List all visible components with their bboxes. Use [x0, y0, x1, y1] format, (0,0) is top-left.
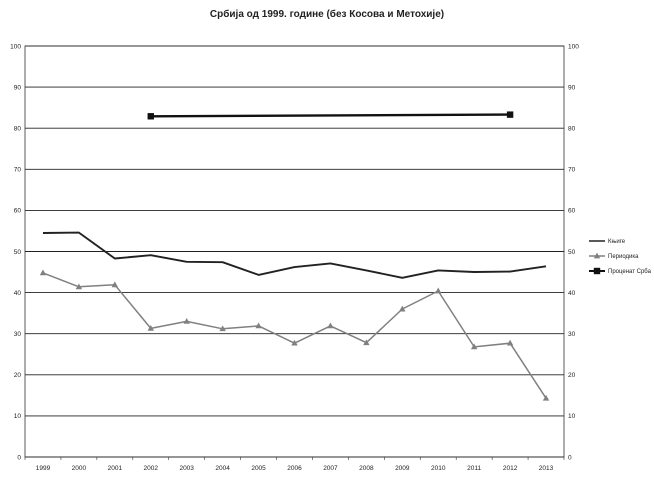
y-tick-label-left: 80 — [14, 126, 22, 133]
axes: 0 0 10 10 20 20 30 30 40 40 50 50 60 60 70 70 80 80 90 90 10… — [10, 43, 579, 472]
data-point-series-2 — [435, 287, 442, 294]
x-tick-label: 2012 — [503, 465, 518, 472]
y-tick-label-left: 10 — [14, 413, 22, 420]
y-tick-label-left: 0 — [17, 454, 21, 461]
series-line-1 — [42, 231, 547, 279]
plot-frame — [24, 45, 565, 458]
data-point-series-2 — [219, 325, 226, 332]
y-tick-label-right: 60 — [568, 208, 576, 215]
series-line-3 — [150, 113, 511, 118]
x-tick-label: 2007 — [323, 465, 338, 472]
y-tick-label-right: 50 — [568, 249, 576, 256]
y-tick-label-right: 20 — [568, 372, 576, 379]
data-point-series-2 — [147, 324, 154, 331]
x-tick-label: 2005 — [251, 465, 266, 472]
y-tick-label-left: 50 — [14, 249, 22, 256]
series-layer — [39, 111, 550, 401]
y-tick-label-right: 80 — [568, 126, 576, 133]
legend-label-1: Књиге — [608, 239, 626, 245]
legend: Књиге Периодика Проценат Срба — [589, 239, 652, 275]
x-tick-label: 2003 — [179, 465, 194, 472]
legend-label-3: Проценат Срба — [608, 269, 652, 275]
data-point-series-2 — [39, 269, 47, 276]
data-point-series-2 — [75, 283, 83, 290]
y-tick-label-right: 0 — [568, 454, 572, 461]
data-point-series-2 — [255, 322, 262, 329]
y-tick-label-right: 100 — [568, 43, 579, 50]
x-tick-label: 2011 — [467, 465, 481, 472]
series-line-2 — [42, 272, 547, 399]
y-tick-label-right: 90 — [568, 84, 576, 91]
data-point-series-2 — [542, 394, 550, 401]
y-tick-label-right: 40 — [568, 290, 576, 297]
data-point-series-3 — [147, 113, 154, 120]
data-point-series-2 — [470, 343, 478, 350]
y-tick-label-right: 70 — [568, 167, 576, 174]
x-tick-label: 2006 — [287, 465, 302, 472]
x-tick-label: 2009 — [395, 465, 410, 472]
y-tick-label-right: 30 — [568, 331, 576, 338]
data-point-series-2 — [291, 339, 298, 346]
y-tick-label-right: 10 — [568, 413, 576, 420]
data-point-series-2 — [183, 317, 190, 324]
x-tick-label: 2004 — [215, 465, 230, 472]
data-point-series-2 — [111, 281, 119, 288]
data-point-series-2 — [399, 305, 406, 312]
data-point-series-2 — [327, 322, 334, 329]
y-tick-label-left: 30 — [14, 331, 22, 338]
x-tick-label: 2000 — [72, 465, 87, 472]
y-tick-label-left: 20 — [14, 372, 22, 379]
legend-marker-3 — [593, 267, 601, 275]
y-tick-label-left: 90 — [14, 84, 22, 91]
y-tick-label-left: 40 — [14, 290, 22, 297]
y-tick-label-left: 60 — [14, 208, 22, 215]
x-tick-label: 2008 — [359, 465, 374, 472]
data-point-series-3 — [506, 111, 514, 118]
legend-label-2: Периодика — [608, 254, 639, 260]
data-point-series-2 — [363, 339, 370, 346]
x-tick-label: 2001 — [108, 465, 123, 472]
x-tick-label: 2013 — [539, 465, 554, 472]
y-tick-label-left: 100 — [10, 43, 21, 50]
data-point-series-2 — [506, 339, 514, 346]
x-tick-label: 2002 — [144, 465, 159, 472]
x-tick-label: 1999 — [36, 465, 51, 472]
legend-marker-2 — [593, 252, 601, 259]
chart-title: Србија од 1999. године (без Косова и Мет… — [210, 8, 444, 20]
x-tick-label: 2010 — [431, 465, 446, 472]
y-tick-label-left: 70 — [14, 167, 22, 174]
